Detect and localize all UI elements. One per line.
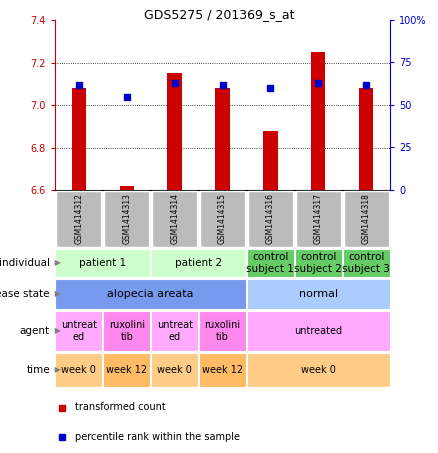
Bar [247, 279, 389, 309]
Bar [247, 311, 389, 351]
Text: individual: individual [0, 258, 50, 268]
Text: patient 2: patient 2 [175, 258, 222, 268]
Text: GSM1414315: GSM1414315 [218, 193, 227, 245]
Text: ▶: ▶ [52, 289, 61, 299]
Bar [263, 130, 278, 190]
Bar [343, 249, 389, 277]
Text: disease state: disease state [0, 289, 50, 299]
Bar [72, 88, 86, 190]
Bar [200, 191, 245, 247]
Text: week 0: week 0 [61, 365, 96, 375]
Bar [103, 353, 150, 387]
Text: control
subject 1: control subject 1 [247, 252, 294, 274]
Text: time: time [26, 365, 50, 375]
Bar [199, 353, 246, 387]
Text: normal: normal [299, 289, 338, 299]
Bar [151, 249, 246, 277]
Text: untreat
ed: untreat ed [157, 320, 193, 342]
Text: ▶: ▶ [52, 366, 61, 375]
Bar [151, 353, 198, 387]
Text: ruxolini
tib: ruxolini tib [109, 320, 145, 342]
Text: GDS5275 / 201369_s_at: GDS5275 / 201369_s_at [144, 8, 294, 21]
Text: control
subject 3: control subject 3 [342, 252, 390, 274]
Text: alopecia areata: alopecia areata [107, 289, 194, 299]
Text: agent: agent [20, 326, 50, 336]
Bar [56, 311, 102, 351]
Text: GSM1414312: GSM1414312 [74, 193, 83, 245]
Text: week 12: week 12 [106, 365, 147, 375]
Text: GSM1414313: GSM1414313 [122, 193, 131, 245]
Bar [311, 52, 325, 190]
Bar [56, 279, 246, 309]
Bar [359, 88, 373, 190]
Bar [247, 353, 389, 387]
Bar [295, 249, 342, 277]
Text: GSM1414316: GSM1414316 [266, 193, 275, 245]
Text: untreat
ed: untreat ed [61, 320, 97, 342]
Bar [120, 186, 134, 190]
Text: ▶: ▶ [52, 327, 61, 336]
Text: GSM1414318: GSM1414318 [362, 193, 371, 245]
Text: patient 1: patient 1 [79, 258, 127, 268]
Bar [296, 191, 341, 247]
Text: GSM1414317: GSM1414317 [314, 193, 323, 245]
Bar [56, 249, 150, 277]
Bar [215, 88, 230, 190]
Bar [248, 191, 293, 247]
Bar [57, 191, 102, 247]
Bar [151, 311, 198, 351]
Bar [104, 191, 149, 247]
Bar [167, 73, 182, 190]
Text: control
subject 2: control subject 2 [294, 252, 342, 274]
Bar [152, 191, 197, 247]
Bar [343, 191, 389, 247]
Text: week 12: week 12 [202, 365, 243, 375]
Bar [56, 353, 102, 387]
Text: week 0: week 0 [301, 365, 336, 375]
Text: ruxolini
tib: ruxolini tib [205, 320, 240, 342]
Text: GSM1414314: GSM1414314 [170, 193, 179, 245]
Text: ▶: ▶ [52, 259, 61, 268]
Bar [103, 311, 150, 351]
Bar [247, 249, 294, 277]
Text: untreated: untreated [294, 326, 342, 336]
Text: percentile rank within the sample: percentile rank within the sample [75, 432, 240, 442]
Bar [199, 311, 246, 351]
Text: week 0: week 0 [157, 365, 192, 375]
Text: transformed count: transformed count [75, 403, 166, 413]
